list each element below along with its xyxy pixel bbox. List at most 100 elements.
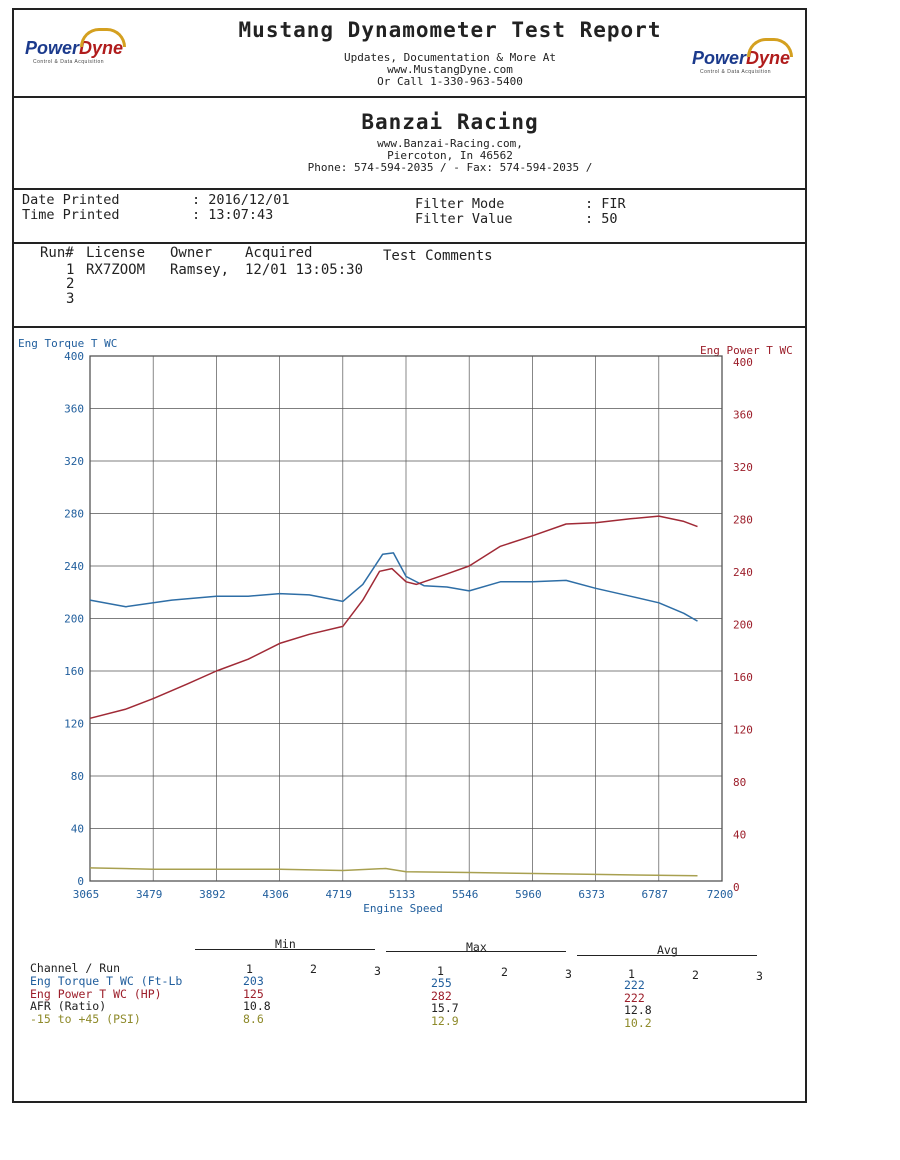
x-tick-label: 6373 bbox=[578, 888, 605, 901]
x-tick-label: 6787 bbox=[642, 888, 669, 901]
stat-avg-value: 222 bbox=[624, 990, 645, 1005]
series-line bbox=[89, 515, 698, 720]
divider bbox=[14, 96, 805, 98]
stat-min-value: 10.8 bbox=[243, 999, 271, 1013]
run-col-label: 3 bbox=[756, 969, 763, 983]
runs-header-acquired: Acquired bbox=[245, 245, 313, 261]
filter-value-label: Filter Value bbox=[415, 211, 513, 227]
y-right-tick-label: 200 bbox=[733, 619, 753, 632]
y-left-tick-label: 40 bbox=[71, 823, 84, 836]
x-tick-label: 4306 bbox=[262, 888, 289, 901]
channel-name: AFR (Ratio) bbox=[30, 999, 107, 1013]
powerdyne-logo-right: PowerDyne Control & Data Acquisition bbox=[692, 38, 793, 75]
report-sheet bbox=[12, 8, 807, 1103]
header-line: Updates, Documentation & More At bbox=[344, 51, 556, 64]
runs-header-run: Run# bbox=[40, 245, 74, 261]
stat-avg-value: 222 bbox=[624, 978, 645, 992]
filter-mode-label: Filter Mode bbox=[415, 196, 505, 212]
channel-name: Eng Torque T WC (Ft-Lb bbox=[30, 974, 183, 988]
stat-min-value: 8.6 bbox=[243, 1011, 264, 1026]
y-left-tick-label: 200 bbox=[64, 613, 84, 626]
time-label: Time Printed bbox=[22, 207, 120, 223]
y-right-tick-label: 360 bbox=[733, 409, 753, 422]
powerdyne-logo-left: PowerDyne Control & Data Acquisition bbox=[25, 28, 126, 65]
y-right-tick-label: 80 bbox=[733, 776, 746, 789]
run-owner: Ramsey, bbox=[170, 262, 230, 278]
series-line bbox=[89, 867, 698, 877]
stat-avg-value: 10.2 bbox=[624, 1015, 652, 1030]
stat-min-value: 203 bbox=[243, 974, 264, 988]
y-right-tick-label: 240 bbox=[733, 566, 753, 579]
run-col-label: 1 bbox=[246, 962, 253, 976]
runs-header-owner: Owner bbox=[170, 245, 213, 261]
y-right-tick-label: 400 bbox=[733, 356, 753, 369]
report-title: Mustang Dynamometer Test Report bbox=[238, 18, 662, 42]
stat-avg-value: 12.8 bbox=[624, 1003, 652, 1017]
y-right-tick-label: 320 bbox=[733, 461, 753, 474]
header-line: www.MustangDyne.com bbox=[387, 63, 513, 76]
y-right-tick-label: 40 bbox=[733, 829, 746, 842]
divider bbox=[14, 242, 805, 244]
x-tick-label: 7200 bbox=[707, 888, 734, 901]
x-tick-label: 3479 bbox=[136, 888, 163, 901]
y-left-tick-label: 280 bbox=[64, 508, 84, 521]
run-acquired: 12/01 13:05:30 bbox=[245, 262, 364, 278]
min-rule bbox=[195, 949, 375, 950]
x-tick-label: 3065 bbox=[73, 888, 100, 901]
y-left-tick-label: 360 bbox=[64, 403, 84, 416]
stat-max-value: 282 bbox=[431, 988, 452, 1003]
x-tick-label: 5133 bbox=[389, 888, 416, 901]
run-number: 1 bbox=[66, 262, 75, 278]
stat-header-avg: Avg bbox=[657, 943, 678, 957]
y-left-tick-label: 80 bbox=[71, 770, 84, 783]
run-col-label: 1 bbox=[437, 964, 444, 978]
max-rule bbox=[386, 951, 566, 952]
run-number: 3 bbox=[66, 291, 75, 307]
header-line: Or Call 1-330-963-5400 bbox=[377, 75, 523, 88]
shop-phone: Phone: 574-594-2035 / - Fax: 574-594-203… bbox=[307, 161, 593, 174]
y-right-tick-label: 0 bbox=[733, 881, 740, 894]
shop-city: Piercoton, In 46562 bbox=[387, 149, 513, 162]
y-left-tick-label: 400 bbox=[64, 350, 84, 363]
run-col-label: 2 bbox=[692, 968, 699, 982]
dyno-chart: Eng Torque T WC Eng Power T WC Engine Sp… bbox=[18, 337, 793, 915]
runs-header-license: License bbox=[86, 245, 146, 261]
y-right-tick-label: 280 bbox=[733, 514, 753, 527]
x-tick-label: 5960 bbox=[515, 888, 542, 901]
run-number: 2 bbox=[66, 276, 75, 292]
run-col-label: 3 bbox=[565, 967, 572, 981]
run-license: RX7ZOOM bbox=[86, 262, 146, 278]
shop-name: Banzai Racing bbox=[361, 110, 539, 134]
stat-max-value: 12.9 bbox=[431, 1013, 459, 1028]
time-value: : 13:07:43 bbox=[192, 207, 274, 223]
divider bbox=[14, 326, 805, 328]
series-line bbox=[89, 552, 698, 622]
x-tick-label: 3892 bbox=[199, 888, 226, 901]
filter-value-value: : 50 bbox=[585, 211, 618, 227]
run-col-label: 3 bbox=[374, 964, 381, 978]
stat-max-value: 255 bbox=[431, 976, 452, 990]
filter-mode-value: : FIR bbox=[585, 196, 626, 212]
y-left-axis-label: Eng Torque T WC bbox=[18, 337, 117, 350]
y-left-tick-label: 0 bbox=[77, 875, 84, 888]
y-left-tick-label: 320 bbox=[64, 455, 84, 468]
stat-header-min: Min bbox=[275, 937, 296, 951]
y-right-axis-label: Eng Power T WC bbox=[700, 344, 793, 357]
run-col-label: 2 bbox=[310, 962, 317, 976]
date-value: : 2016/12/01 bbox=[192, 192, 290, 208]
y-left-tick-label: 240 bbox=[64, 560, 84, 573]
date-label: Date Printed bbox=[22, 192, 120, 208]
y-left-tick-label: 120 bbox=[64, 718, 84, 731]
divider bbox=[14, 188, 805, 190]
channel-name: -15 to +45 (PSI) bbox=[30, 1011, 141, 1026]
avg-rule bbox=[577, 955, 757, 956]
x-axis-label: Engine Speed bbox=[363, 902, 442, 915]
stat-min-value: 125 bbox=[243, 986, 264, 1001]
runs-header-comments: Test Comments bbox=[383, 248, 493, 264]
stat-max-value: 15.7 bbox=[431, 1001, 459, 1015]
y-right-tick-label: 160 bbox=[733, 671, 753, 684]
y-right-tick-label: 120 bbox=[733, 724, 753, 737]
run-col-label: 2 bbox=[501, 965, 508, 979]
x-tick-label: 4719 bbox=[326, 888, 353, 901]
run-col-label: 1 bbox=[628, 967, 635, 981]
